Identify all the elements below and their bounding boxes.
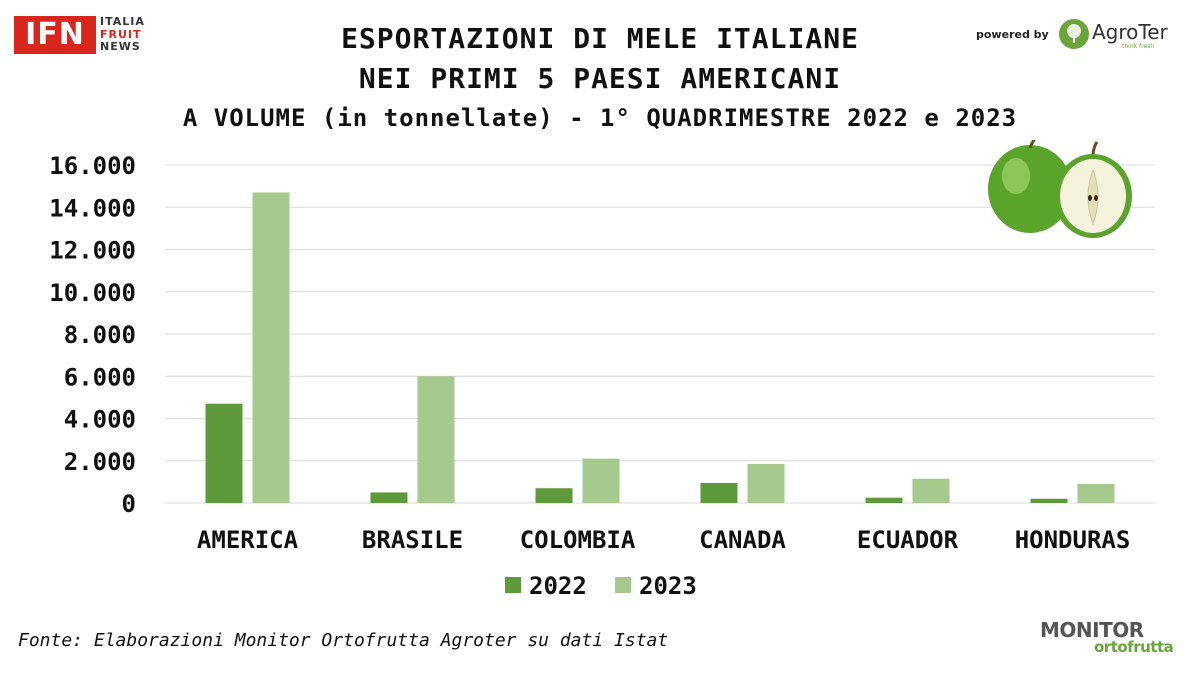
x-axis-labels: AMERICA BRASILE COLOMBIA CANADA ECUADOR HONDU… xyxy=(197,526,1130,554)
x-tick-label: COLOMBIA xyxy=(520,526,636,554)
bar-2023-brasile xyxy=(417,376,455,503)
legend: 2022 2023 xyxy=(505,572,697,600)
chart-title-line2: NEI PRIMI 5 PAESI AMERICANI xyxy=(358,62,842,95)
x-tick-label: HONDURAS xyxy=(1015,526,1131,554)
x-tick-label: BRASILE xyxy=(362,526,463,554)
y-tick-label: 4.000 xyxy=(64,406,136,434)
tree-icon xyxy=(1059,19,1089,49)
ifn-logo-line1: ITALIA xyxy=(100,15,145,28)
bar-2023-canada xyxy=(747,463,785,503)
source-note: Fonte: Elaborazioni Monitor Ortofrutta A… xyxy=(18,630,669,651)
bar-2023-america xyxy=(252,192,290,503)
ifn-logo-text: ITALIA FRUIT NEWS xyxy=(100,15,145,54)
y-tick-label: 16.000 xyxy=(49,152,136,180)
bar-2023-honduras xyxy=(1077,483,1115,503)
agroter-tagline: think fresh xyxy=(1122,43,1155,50)
y-tick-label: 2.000 xyxy=(64,448,136,476)
agroter-logo-text: AgroTer xyxy=(1092,20,1168,44)
legend-swatch-2022 xyxy=(505,577,521,593)
y-tick-label: 6.000 xyxy=(64,363,136,391)
y-axis-ticks: 0 2.000 4.000 6.000 8.000 10.000 12.000 14.000 1… xyxy=(49,152,136,518)
bar-2023-colombia xyxy=(582,458,620,503)
x-tick-label: CANADA xyxy=(699,526,786,554)
bar-2022-ecuador xyxy=(865,497,903,503)
monitor-logo-subtext: ortofrutta xyxy=(1094,638,1174,656)
bars xyxy=(205,192,1115,503)
y-tick-label: 10.000 xyxy=(49,279,136,307)
ifn-logo: IFN ITALIA FRUIT NEWS xyxy=(14,15,154,54)
monitor-logo-text: MONITOR xyxy=(1040,618,1144,642)
ifn-logo-line2: FRUIT xyxy=(100,27,142,41)
bar-2022-brasile xyxy=(370,492,408,503)
green-apple-icon xyxy=(988,140,1132,238)
ifn-logo-mark: IFN xyxy=(14,16,96,54)
monitor-ortofrutta-logo: MONITOR ortofrutta xyxy=(1040,618,1180,662)
legend-label-2023: 2023 xyxy=(639,572,697,600)
y-tick-label: 0 xyxy=(122,490,136,518)
bar-2022-colombia xyxy=(535,488,573,503)
y-tick-label: 14.000 xyxy=(49,194,136,222)
x-tick-label: AMERICA xyxy=(197,526,299,554)
ifn-logo-line3: NEWS xyxy=(100,40,141,53)
y-tick-label: 8.000 xyxy=(64,321,136,349)
chart-title-line1: ESPORTAZIONI DI MELE ITALIANE xyxy=(341,22,859,55)
gridlines xyxy=(165,164,1155,504)
x-tick-label: ECUADOR xyxy=(857,526,959,554)
powered-by-label: powered by xyxy=(976,28,1049,41)
legend-swatch-2023 xyxy=(615,577,631,593)
legend-label-2022: 2022 xyxy=(529,572,587,600)
y-tick-label: 12.000 xyxy=(49,237,136,265)
agroter-logo: AgroTer think fresh xyxy=(1058,18,1188,52)
bar-2022-canada xyxy=(700,482,738,503)
bar-2022-honduras xyxy=(1030,498,1068,503)
bar-chart: 0 2.000 4.000 6.000 8.000 10.000 12.000 14.000 1… xyxy=(49,140,1155,600)
chart-subtitle: A VOLUME (in tonnellate) - 1° QUADRIMEST… xyxy=(182,104,1018,132)
bar-2023-ecuador xyxy=(912,478,950,503)
bar-2022-america xyxy=(205,403,243,503)
